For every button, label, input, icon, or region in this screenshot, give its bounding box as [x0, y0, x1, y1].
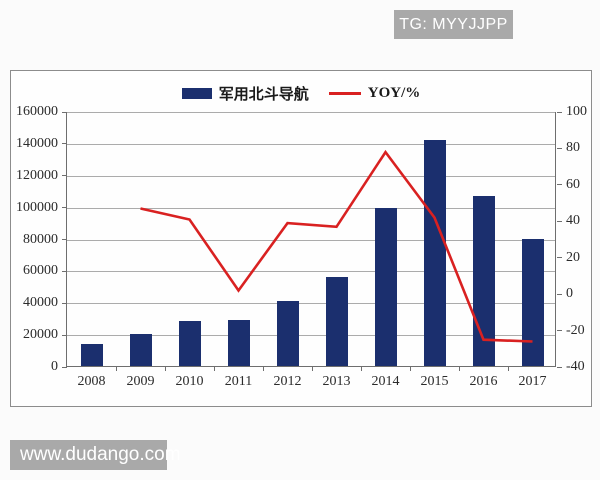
x-axis-label: 2011: [224, 374, 253, 389]
x-axis-label: 2014: [371, 374, 400, 389]
y-axis-right-label: 80: [566, 140, 580, 156]
y-axis-right-label: 40: [566, 213, 580, 229]
y-axis-right-label: 20: [566, 249, 580, 265]
watermark-site-badge: www.dudango.com: [10, 440, 181, 470]
y-axis-right-label: 60: [566, 176, 580, 192]
y-axis-left-label: 120000: [16, 167, 58, 183]
bar-2009: [129, 334, 152, 366]
watermark-telegram-text: TG: MYYJJPP: [399, 15, 508, 33]
bar-2015: [423, 140, 446, 366]
watermark-site-text: www.dudango.com: [20, 444, 181, 465]
x-axis-label: 2010: [175, 374, 204, 389]
y-axis-left-tick: [62, 175, 67, 177]
x-axis-tick: [410, 367, 411, 371]
bar-2014: [374, 208, 397, 366]
y-axis-left-label: 40000: [23, 295, 58, 311]
x-axis-tick: [508, 367, 509, 371]
yoy-line-chart: [140, 149, 533, 343]
x-axis-label: 2013: [322, 374, 351, 389]
y-axis-left-label: 60000: [23, 263, 58, 279]
y-axis-right-label: 0: [566, 286, 573, 302]
y-axis-right-tick: [557, 184, 562, 186]
y-axis-left-label: 160000: [16, 104, 58, 119]
line-series-swatch: [328, 92, 361, 95]
y-axis-left-tick: [62, 207, 67, 209]
y-axis-left-label: 100000: [16, 199, 58, 215]
bar-2008: [80, 344, 103, 366]
y-axis-right-label: 100: [566, 104, 587, 119]
chart-frame: 军用北斗导航 YOY/% 0 20000 40000 60000 80000 100000…: [10, 70, 592, 407]
chart-legend: 军用北斗导航 YOY/%: [11, 83, 591, 104]
x-axis-label: 2017: [518, 374, 547, 389]
gridline: [67, 112, 555, 113]
y-axis-right-tick: [557, 147, 562, 149]
bar-2011: [227, 319, 250, 366]
x-axis-tick: [214, 367, 215, 371]
x-axis-tick: [312, 367, 313, 371]
y-axis-left-label: 80000: [23, 231, 58, 247]
y-axis-right-tick: [557, 111, 562, 113]
x-axis-tick: [116, 367, 117, 371]
y-axis-right-tick: [557, 330, 562, 332]
x-axis-tick: [361, 367, 362, 371]
y-axis-left-label: 140000: [16, 135, 58, 151]
y-axis-left-tick: [62, 302, 67, 304]
x-axis-label: 2015: [420, 374, 449, 389]
y-axis-left-tick: [62, 366, 67, 368]
x-axis-tick: [263, 367, 264, 371]
bar-2012: [276, 301, 299, 366]
y-axis-right-tick: [557, 220, 562, 222]
bar-2017: [521, 239, 544, 366]
x-axis-label: 2016: [469, 374, 498, 389]
x-axis-tick: [459, 367, 460, 371]
y-axis-right-tick: [557, 293, 562, 295]
watermark-telegram-badge: TG: MYYJJPP: [394, 10, 513, 39]
y-axis-right-tick: [557, 366, 562, 368]
legend-item-line-series: YOY/%: [328, 85, 421, 102]
y-axis-right-label: -40: [566, 359, 585, 374]
legend-item-bar-series: 军用北斗导航: [181, 83, 309, 104]
x-axis-tick: [165, 367, 166, 371]
line-series-label: YOY/%: [367, 85, 421, 101]
x-axis-label: 2009: [126, 374, 155, 389]
y-axis-right-label: -20: [566, 322, 585, 338]
gridline: [67, 239, 555, 241]
yoy-line: [140, 149, 533, 343]
plot-area: 0 20000 40000 60000 80000 100000 120000 140000 1…: [16, 105, 587, 390]
bar-2010: [178, 320, 201, 366]
gridline: [67, 271, 555, 273]
y-axis-left-tick: [62, 111, 67, 113]
bar-series-swatch: [181, 88, 212, 99]
x-axis-label: 2008: [77, 374, 106, 389]
y-axis-left-label: 20000: [23, 327, 58, 343]
y-axis-left-label: 0: [51, 359, 58, 374]
gridline: [67, 303, 555, 305]
y-axis-right-tick: [557, 257, 562, 259]
bar-2013: [325, 277, 348, 366]
x-axis-label: 2012: [273, 374, 302, 389]
y-axis-left-tick: [62, 143, 67, 145]
y-axis-left-tick: [62, 239, 67, 240]
gridline: [67, 207, 555, 209]
gridline: [67, 335, 555, 337]
y-axis-left-tick: [62, 334, 67, 336]
gridline: [67, 175, 555, 177]
bar-series-label: 军用北斗导航: [218, 87, 309, 103]
y-axis-left-tick: [62, 270, 67, 272]
gridline: [67, 143, 555, 145]
